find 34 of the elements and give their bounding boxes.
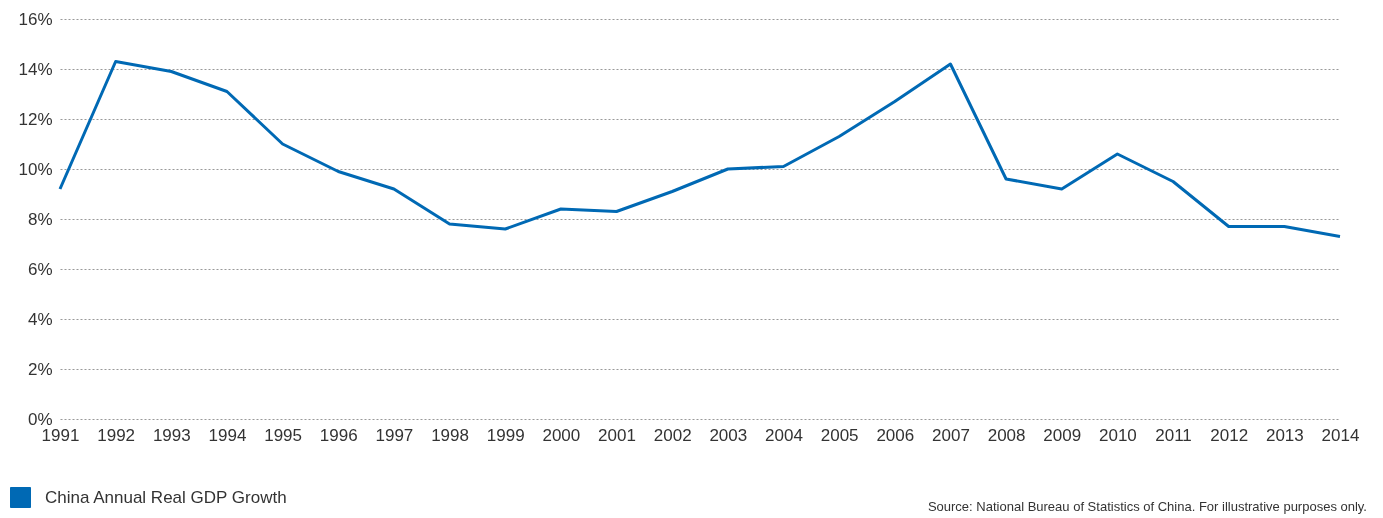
x-tick-label: 2011 <box>1155 425 1192 445</box>
y-tick-label: 14% <box>18 59 53 79</box>
x-tick-label: 1996 <box>319 425 358 445</box>
y-tick-label: 12% <box>18 109 53 129</box>
x-tick-label: 1993 <box>152 425 191 445</box>
x-tick-label: 1994 <box>208 425 247 445</box>
y-tick-label: 8% <box>27 209 53 229</box>
x-tick-label: 2000 <box>542 425 581 445</box>
x-tick-label: 2010 <box>1098 425 1137 445</box>
x-tick-label: 2006 <box>876 425 915 445</box>
x-tick-label: 1999 <box>486 425 525 445</box>
x-tick-label: 2009 <box>1043 425 1082 445</box>
x-tick-label: 1992 <box>97 425 136 445</box>
x-tick-label: 2004 <box>765 425 803 445</box>
y-tick-label: 10% <box>18 159 53 179</box>
x-tick-label: 1997 <box>375 425 414 445</box>
x-tick-label: 2007 <box>932 425 970 445</box>
source-note: Source: National Bureau of Statistics of China. For illustrative purposes only. <box>927 499 1367 514</box>
x-tick-label: 1995 <box>264 425 303 445</box>
legend-label: China Annual Real GDP Growth <box>45 487 287 507</box>
x-tick-label: 2014 <box>1321 425 1360 445</box>
line-series <box>58 60 1342 238</box>
x-tick-label: 2005 <box>820 425 859 445</box>
y-tick-label: 2% <box>27 359 53 379</box>
x-tick-label: 2002 <box>653 425 692 445</box>
x-tick-label: 2012 <box>1210 425 1249 445</box>
x-tick-label: 1998 <box>431 425 469 445</box>
x-tick-label: 2008 <box>987 425 1026 445</box>
x-tick-label: 2001 <box>598 425 636 445</box>
y-tick-label: 4% <box>27 309 53 329</box>
y-tick-label: 6% <box>27 259 53 279</box>
x-tick-label: 2003 <box>709 425 748 445</box>
x-tick-label: 2013 <box>1265 425 1304 445</box>
y-tick-label: 16% <box>18 9 53 29</box>
